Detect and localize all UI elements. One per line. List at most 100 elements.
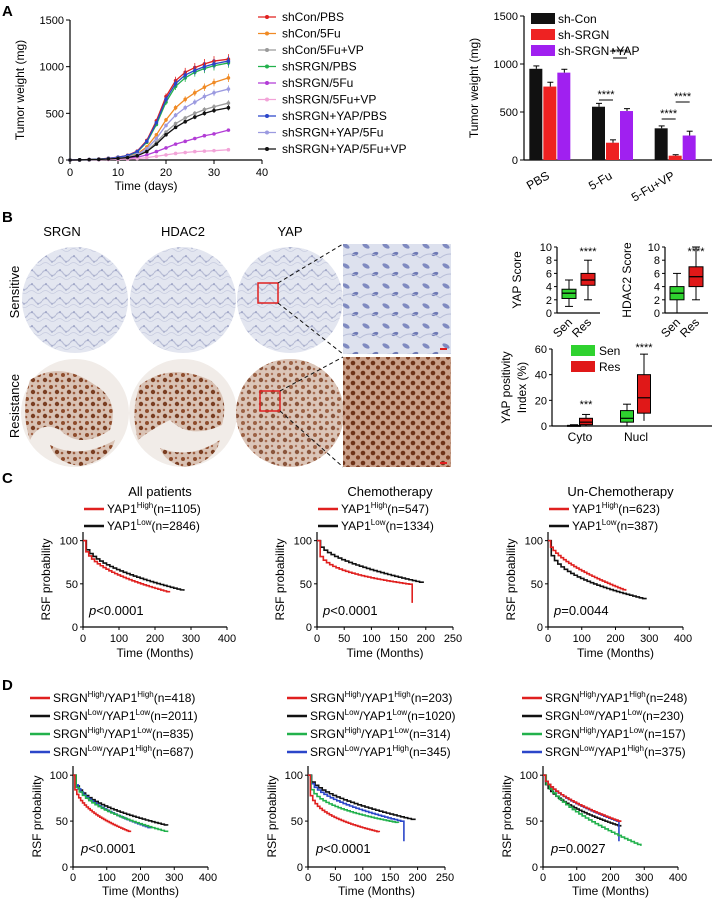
legend-label: SRGNHigh/YAP1High(n=248) — [545, 690, 687, 705]
data-point — [226, 59, 231, 63]
box — [579, 417, 593, 426]
data-point — [173, 142, 178, 146]
plot-title: All patients — [128, 484, 192, 499]
legend-part: SRGN — [310, 727, 345, 741]
legend-gene: YAP1 — [572, 519, 602, 533]
legend-sup: High — [137, 501, 153, 510]
legend-label: shCon/5Fu — [282, 27, 341, 41]
legend-part: (n=203) — [411, 691, 453, 705]
y-tick-label: 500 — [46, 108, 64, 120]
x-tick-label: 0 — [70, 872, 76, 884]
p-value-number: =0.0044 — [561, 603, 608, 618]
x-tick-label: 100 — [362, 633, 380, 645]
x-tick-label: 100 — [354, 872, 372, 884]
y-tick-label: 8 — [654, 255, 660, 267]
y-axis-label: YAP Score — [510, 251, 524, 309]
legend-sup: High — [602, 501, 618, 510]
data-point — [226, 101, 231, 105]
data-point — [183, 150, 187, 155]
ihc-yap-sensitive-image — [237, 247, 343, 353]
ihc-srgn-resistance-image — [21, 359, 129, 467]
x-category-label: Res — [677, 315, 702, 340]
data-point — [173, 151, 178, 156]
plot-title: Un-Chemotherapy — [567, 484, 674, 499]
x-tick-label: 400 — [218, 633, 236, 645]
data-point — [116, 156, 120, 161]
data-point — [202, 85, 207, 89]
km-yap1-plots: All patients 0 50 100 0 100 200 300 400 Time (Mon… — [39, 484, 692, 660]
data-point — [183, 116, 187, 120]
data-point — [164, 118, 168, 122]
significance-mark: **** — [597, 89, 615, 101]
zoom-line — [279, 356, 344, 392]
data-point — [173, 113, 178, 117]
legend-part: Low — [629, 726, 644, 735]
legend-label: SRGNHigh/YAP1High(n=203) — [310, 690, 452, 705]
legend-label: YAP1High(n=547) — [341, 501, 429, 516]
legend-label: shSRGN+YAP/PBS — [282, 109, 387, 123]
x-tick-label: 250 — [436, 872, 454, 884]
y-tick-label: 2 — [654, 295, 660, 307]
x-tick-label: 100 — [568, 872, 586, 884]
data-point — [202, 149, 207, 153]
data-point — [87, 157, 91, 162]
legend-part: (n=835) — [152, 727, 194, 741]
x-tick-label: 30 — [208, 167, 220, 179]
y-axis-label: RSF probability — [30, 775, 44, 857]
x-tick-label: 0 — [545, 633, 551, 645]
legend-swatch — [571, 345, 595, 356]
ihc-hdac2-sensitive-image — [130, 247, 236, 353]
legend-part: SRGN — [545, 745, 580, 759]
p-letter: p — [88, 603, 96, 618]
p-letter: p — [553, 603, 561, 618]
data-point — [145, 155, 149, 160]
bar-sh-SRGN-PBS — [543, 86, 557, 160]
y-axis-label: RSF probability — [273, 538, 287, 620]
legend-label: SRGNHigh/YAP1Low(n=157) — [545, 726, 686, 741]
data-point — [183, 119, 187, 124]
bar-sh-SRGN-5-Fu — [606, 142, 619, 160]
legend-part: High — [628, 744, 644, 753]
box-Sen — [561, 288, 577, 299]
x-tick-label: 0 — [305, 872, 311, 884]
legend-part: Low — [580, 744, 595, 753]
legend-marker — [265, 114, 269, 118]
y-tick-label: 0 — [297, 862, 303, 874]
km-curve-green — [543, 774, 642, 846]
data-point — [226, 128, 231, 132]
legend-label: YAP1High(n=1105) — [107, 501, 201, 516]
x-tick-label: 300 — [182, 633, 200, 645]
zoom-line — [279, 410, 344, 468]
legend-label: SRGNLow/YAP1Low(n=1020) — [310, 708, 456, 723]
legend-label: YAP1Low(n=387) — [572, 518, 658, 533]
x-tick-label: 0 — [540, 872, 546, 884]
x-tick-label: 300 — [640, 633, 658, 645]
legend-part: (n=1020) — [407, 709, 455, 723]
p-value: p=0.0027 — [550, 841, 606, 856]
y-axis-label-line1: YAP positivity — [499, 351, 513, 423]
legend-part: /YAP1 — [596, 691, 629, 705]
legend-part: Low — [393, 708, 408, 717]
legend-label: SRGNHigh/YAP1Low(n=835) — [53, 726, 194, 741]
data-point — [212, 108, 216, 113]
x-axis-label: Time (days) — [115, 179, 178, 193]
legend-part: /YAP1 — [594, 709, 627, 723]
legend-marker — [265, 48, 269, 52]
p-value-number: <0.0001 — [96, 603, 143, 618]
y-tick-label: 40 — [535, 370, 547, 382]
data-point — [212, 62, 216, 66]
data-point — [212, 80, 216, 85]
data-point — [193, 91, 197, 95]
x-category-label: Cyto — [568, 430, 593, 444]
km-curve-blue — [73, 774, 152, 829]
data-point — [193, 149, 197, 154]
legend-part: /YAP1 — [104, 691, 137, 705]
data-point — [154, 120, 159, 125]
y-tick-label: 0 — [306, 622, 312, 634]
data-point — [193, 136, 197, 141]
legend-part: High — [629, 690, 645, 699]
data-point — [164, 130, 168, 134]
p-letter: p — [315, 841, 323, 856]
